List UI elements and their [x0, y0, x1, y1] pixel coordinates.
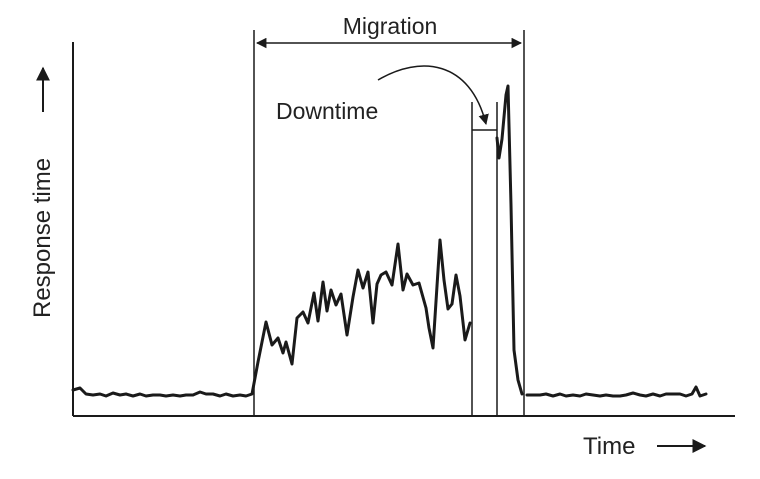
series-layer	[71, 84, 708, 398]
series-line-2	[495, 84, 524, 396]
y-axis-label: Response time	[29, 158, 56, 318]
series-line-1	[71, 238, 472, 398]
x-axis-label: Time	[583, 433, 635, 460]
downtime-label: Downtime	[276, 98, 378, 124]
migration-label: Migration	[343, 13, 438, 39]
series-line-3	[525, 385, 708, 398]
downtime-pointer-arrow	[377, 65, 489, 126]
